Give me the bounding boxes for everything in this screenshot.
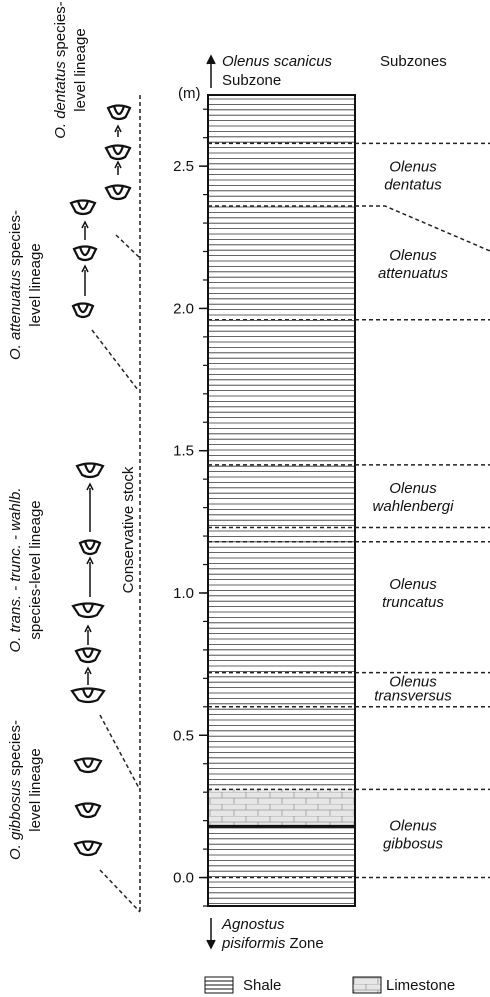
lineage-link: [99, 714, 141, 791]
top-label-rest: Subzone: [222, 72, 281, 89]
fossil-icon: [75, 462, 105, 479]
subzones-heading: Subzones: [380, 53, 447, 70]
lineage-italic: O. attenuatus: [7, 269, 24, 360]
tick-label: 2.0: [173, 300, 194, 317]
lineage-italic: O. trans. - trunc. - wahlb.: [7, 487, 24, 652]
bottom-line2: pisiformis Zone: [221, 935, 324, 952]
legend-limestone: Limestone: [386, 977, 455, 994]
lineage-arrow: [114, 160, 122, 175]
lineage-arrow: [86, 556, 94, 597]
lineage-arrow: [84, 624, 92, 645]
lineage-arrow: [81, 220, 89, 240]
subzone-species: dentatus: [384, 177, 442, 194]
lineage-line1: O. dentatus species-: [52, 1, 69, 139]
legend-shale: Shale: [243, 977, 281, 994]
lineage-italic: O. dentatus: [52, 61, 69, 139]
tick-label: 0.5: [173, 727, 194, 744]
tick-label: 0.0: [173, 870, 194, 887]
fossil-icon: [104, 144, 132, 161]
top-label-italic: Olenus scanicus: [222, 53, 333, 70]
fossil-icon: [106, 104, 132, 121]
bottom-label: Agnostus pisiformis Zone: [206, 916, 324, 952]
legend: Shale Limestone: [204, 976, 455, 994]
fossil-icon: [70, 687, 106, 704]
subzone-species: attenuatus: [378, 265, 449, 282]
bottom-species: pisiformis: [221, 935, 286, 952]
lineage-arrow: [86, 482, 94, 532]
fossil-icon: [74, 802, 102, 819]
lineage-line2: level lineage: [72, 28, 89, 111]
fossil-icon: [78, 539, 102, 556]
subzone-genus: Olenus: [389, 247, 437, 264]
lineage-line2: level lineage: [27, 748, 44, 831]
conservative-stock: Conservative stock: [120, 466, 137, 593]
tick-label: 2.5: [173, 158, 194, 175]
bottom-genus: Agnostus: [221, 916, 285, 933]
fossil-icon: [71, 602, 105, 619]
subzone-genus: Olenus: [389, 480, 437, 497]
fossil-icon: [73, 757, 103, 774]
subzone-species: truncatus: [382, 594, 444, 611]
axis-unit: (m): [178, 85, 201, 102]
tick-label: 1.5: [173, 443, 194, 460]
lineage-arrow: [84, 666, 92, 685]
boundary: [355, 205, 490, 252]
top-label: Olenus scanicus Subzone: [206, 53, 333, 89]
fossil-icon: [69, 199, 97, 216]
lineage-line1: O. attenuatus species-: [7, 210, 24, 360]
lineage-line2: level lineage: [27, 243, 44, 326]
subzone-genus: Olenus: [389, 817, 437, 834]
column: [207, 94, 356, 907]
lineage-link: [91, 329, 139, 391]
fossil-icon: [74, 647, 102, 664]
lineage-rest: species-: [7, 210, 24, 270]
lineage-line2: species-level lineage: [27, 500, 44, 639]
lineage-line1: O. gibbosus species-: [7, 720, 24, 860]
lineage-link: [99, 869, 141, 913]
limestone-bed: [208, 789, 355, 827]
subzone-genus: Olenus: [389, 159, 437, 176]
fossil-icon: [104, 184, 132, 201]
lineage-link: [115, 234, 141, 259]
subzone-genus: Olenus: [389, 576, 437, 593]
fossil-icon: [72, 245, 98, 262]
lineage-arrow: [114, 124, 122, 137]
fossil-icon: [71, 302, 95, 319]
subzone-species: transversus: [374, 688, 452, 705]
tick-label: 1.0: [173, 585, 194, 602]
bottom-rest: Zone: [290, 935, 324, 952]
lineage-line1: O. trans. - trunc. - wahlb.: [7, 487, 24, 652]
lineage-rest: species-: [52, 1, 69, 61]
lineage-italic: O. gibbosus: [7, 779, 24, 860]
subzone-genus: Olenus: [389, 674, 437, 691]
fossil-icon: [73, 840, 103, 857]
lineage-rest: species-: [7, 720, 24, 780]
subzone-species: gibbosus: [383, 835, 444, 852]
subzone-species: wahlenbergi: [373, 498, 455, 515]
lineage-arrow: [81, 264, 89, 296]
